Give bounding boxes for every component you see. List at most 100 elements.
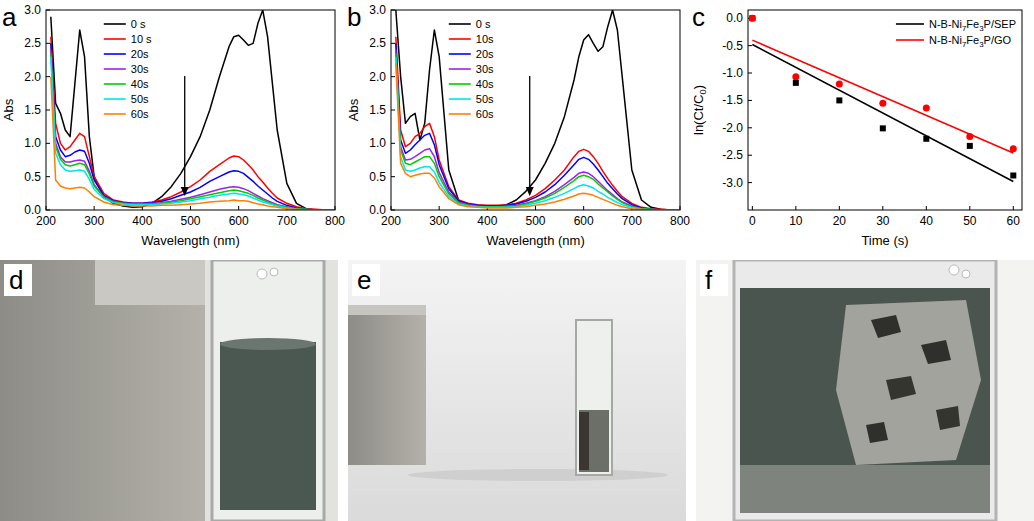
data-point <box>1010 172 1016 178</box>
x-tick-label: 500 <box>525 214 545 228</box>
liquid <box>220 342 316 510</box>
bubble <box>962 270 970 278</box>
photo-panel: e <box>348 260 686 521</box>
y-tick-label: 0.5 <box>24 170 41 184</box>
y-tick <box>748 127 752 128</box>
spectrum-line <box>51 53 335 210</box>
y-tick-label: 1.0 <box>24 136 41 150</box>
bubble <box>270 268 278 276</box>
flake <box>921 340 951 364</box>
legend-label: N-B-Ni7Fe3P/SEP <box>929 18 1016 33</box>
fit-line <box>752 40 1013 153</box>
y-tick <box>748 73 752 74</box>
text-part: Time (s) <box>861 233 908 248</box>
data-point <box>880 125 886 131</box>
y-tick <box>391 110 395 111</box>
flake <box>886 376 916 400</box>
plot-marks <box>51 10 335 210</box>
x-tick <box>795 206 796 210</box>
text-part: 40s <box>476 78 494 90</box>
x-tick-label: 500 <box>180 214 200 228</box>
y-tick-label: 1.0 <box>369 136 386 150</box>
text-part: 50s <box>131 93 149 105</box>
spectrum-line <box>396 50 680 210</box>
text-part: ) <box>691 85 706 89</box>
x-tick <box>583 206 584 210</box>
text-part: N-B-Ni <box>929 34 962 46</box>
plot-marks <box>396 10 680 210</box>
letter-patch <box>4 264 32 296</box>
legend-label: 30s <box>476 63 494 75</box>
y-tick-label: 0.0 <box>24 203 41 217</box>
x-tick <box>926 206 927 210</box>
text-part: 20s <box>476 48 494 60</box>
cuvette <box>212 260 324 521</box>
y-tick-label: -1.0 <box>722 66 743 80</box>
magnet-step <box>95 260 205 305</box>
spectrum-line <box>51 77 335 210</box>
panel-letter: e <box>357 265 371 295</box>
panel-letter: b <box>347 2 361 32</box>
magnet <box>0 260 205 521</box>
cuvette <box>734 260 996 521</box>
data-point <box>836 97 842 103</box>
legend-swatch <box>104 68 126 70</box>
y-tick <box>391 43 395 44</box>
chart-panel: 2003004005006007008000.00.51.01.52.02.53… <box>345 0 690 250</box>
data-point <box>749 15 755 21</box>
panel-letter: f <box>705 265 713 295</box>
spectrum-line <box>51 37 335 210</box>
liquid <box>740 288 990 468</box>
cuvette <box>576 320 612 475</box>
x-tick-label: 10 <box>789 214 803 228</box>
x-tick-label: 700 <box>277 214 297 228</box>
x-axis-title: Wavelength (nm) <box>486 233 585 248</box>
text-part: 60s <box>476 108 494 120</box>
legend-label: N-B-Ni7Fe3P/GO <box>929 34 1012 49</box>
y-tick-label: -1.5 <box>722 93 743 107</box>
y-tick <box>391 143 395 144</box>
legend-label: 60s <box>476 108 494 120</box>
letter-patch <box>700 264 728 296</box>
text-part: 60s <box>131 108 149 120</box>
plot-frame <box>46 10 335 210</box>
x-tick-label: 800 <box>325 214 345 228</box>
text-part: Fe <box>966 34 979 46</box>
meniscus <box>220 338 316 350</box>
spectrum-line <box>396 57 680 210</box>
x-tick <box>1013 206 1014 210</box>
y-tick-label: 0.5 <box>369 170 386 184</box>
y-tick <box>748 182 752 183</box>
legend-label: 40s <box>131 78 149 90</box>
fit-line <box>752 45 1013 182</box>
y-tick <box>46 110 50 111</box>
legend-label: 50s <box>131 93 149 105</box>
y-tick-label: 2.0 <box>24 70 41 84</box>
trend-arrow-head <box>181 187 189 196</box>
y-tick-label: -3.0 <box>722 176 743 190</box>
x-tick-label: 0 <box>749 214 756 228</box>
y-tick-label: -2.5 <box>722 148 743 162</box>
photo-background <box>348 260 686 521</box>
text-part: 40s <box>131 78 149 90</box>
x-tick-label: 20 <box>833 214 847 228</box>
x-axis-title: Time (s) <box>861 233 908 248</box>
x-tick <box>238 206 239 210</box>
data-point <box>749 15 756 22</box>
legend: 0 s10s20s30s40s50s60s <box>449 18 494 120</box>
y-tick-label: 0.0 <box>726 11 743 25</box>
legend-swatch <box>104 113 126 115</box>
panel-letter: c <box>692 2 705 32</box>
trend-arrow <box>529 76 530 188</box>
data-point <box>793 80 799 86</box>
text-part: Abs <box>346 98 361 121</box>
deposit-area <box>836 300 981 465</box>
legend-swatch <box>449 98 471 100</box>
y-tick-label: 3.0 <box>24 3 41 17</box>
panel-letter: d <box>9 265 23 295</box>
legend-swatch <box>104 38 126 40</box>
text-part: P/SEP <box>984 18 1016 30</box>
x-tick <box>839 206 840 210</box>
liquid-lower <box>740 465 990 513</box>
legend-swatch <box>104 83 126 85</box>
